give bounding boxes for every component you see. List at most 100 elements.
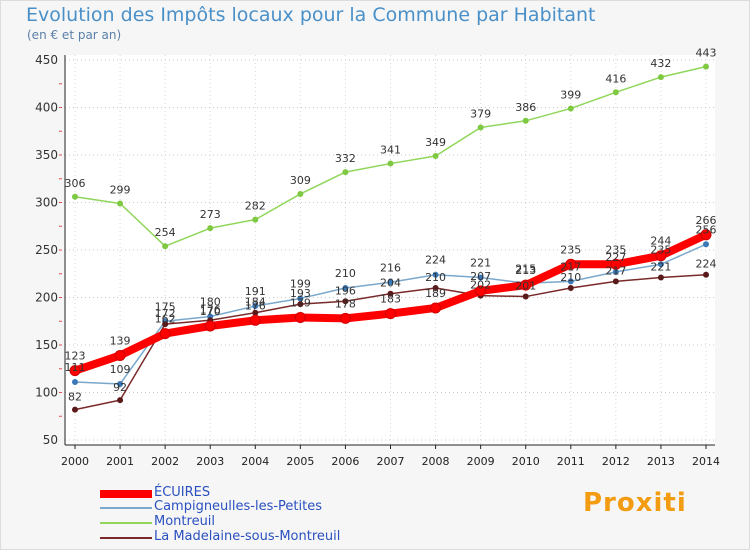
data-point-montreuil <box>612 89 619 96</box>
data-point-campigneulles-les-petites <box>432 271 439 278</box>
data-label-la-madelaine-sous-montreuil: 176 <box>200 303 221 316</box>
data-label-montreuil: 443 <box>696 47 717 60</box>
data-point-montreuil <box>477 124 484 131</box>
data-point-la-madelaine-sous-montreuil <box>612 278 619 285</box>
data-label-campigneulles-les-petites: 235 <box>650 243 671 256</box>
data-label--cuires: 178 <box>335 297 356 310</box>
data-point-la-madelaine-sous-montreuil <box>522 293 529 300</box>
data-point-montreuil <box>657 74 664 81</box>
y-tick-label: 400 <box>35 101 58 115</box>
data-label--cuires: 235 <box>605 243 626 256</box>
y-tick-label: 100 <box>35 386 58 400</box>
legend-label-ecuires: ÉCUIRES <box>154 485 211 500</box>
data-label-la-madelaine-sous-montreuil: 196 <box>335 284 356 297</box>
data-point-la-madelaine-sous-montreuil <box>387 290 394 297</box>
data-label-campigneulles-les-petites: 215 <box>515 262 536 275</box>
data-point-montreuil <box>117 200 124 207</box>
data-label-montreuil: 379 <box>470 107 491 120</box>
data-point--cuires <box>700 229 712 241</box>
data-label-campigneulles-les-petites: 216 <box>380 261 401 274</box>
data-label-montreuil: 282 <box>245 200 266 213</box>
data-point-campigneulles-les-petites <box>567 278 574 285</box>
data-label--cuires: 123 <box>65 350 86 363</box>
data-label--cuires: 213 <box>515 264 536 277</box>
data-label-la-madelaine-sous-montreuil: 210 <box>425 271 446 284</box>
x-tick-label: 2008 <box>422 455 450 468</box>
data-label-montreuil: 432 <box>650 57 671 70</box>
data-point-montreuil <box>252 216 259 223</box>
data-label-montreuil: 399 <box>560 88 581 101</box>
legend-swatch-montreuil <box>100 522 152 524</box>
data-point-campigneulles-les-petites <box>297 295 304 302</box>
legend-swatch-la-madelaine <box>100 537 152 539</box>
data-point-la-madelaine-sous-montreuil <box>432 285 439 291</box>
data-point--cuires <box>294 311 306 323</box>
legend-label-campigneulles: Campigneulles-les-Petites <box>154 499 323 514</box>
x-tick-label: 2001 <box>106 455 134 468</box>
data-label-campigneulles-les-petites: 191 <box>245 285 266 298</box>
data-point-la-madelaine-sous-montreuil <box>703 271 709 278</box>
data-label-campigneulles-les-petites: 224 <box>425 254 446 267</box>
data-label-campigneulles-les-petites: 210 <box>335 267 356 280</box>
data-label-campigneulles-les-petites: 227 <box>605 251 626 264</box>
data-point--cuires <box>520 279 532 291</box>
data-point-montreuil <box>567 105 574 112</box>
data-label-montreuil: 386 <box>515 101 536 114</box>
data-label--cuires: 266 <box>696 214 717 227</box>
x-tick-label: 2014 <box>692 455 720 468</box>
data-point-campigneulles-les-petites <box>342 285 349 291</box>
x-tick-label: 2007 <box>377 455 405 468</box>
data-label-la-madelaine-sous-montreuil: 202 <box>470 279 491 292</box>
data-point-campigneulles-les-petites <box>657 261 664 268</box>
data-point--cuires <box>610 258 622 270</box>
data-label-la-madelaine-sous-montreuil: 82 <box>68 391 82 404</box>
x-tick-label: 2010 <box>512 455 540 468</box>
data-point-la-madelaine-sous-montreuil <box>342 298 349 305</box>
data-point--cuires <box>655 250 667 262</box>
data-point-la-madelaine-sous-montreuil <box>657 274 664 281</box>
x-tick-label: 2012 <box>602 455 630 468</box>
data-point--cuires <box>430 302 442 314</box>
data-point-montreuil <box>703 63 709 70</box>
data-label-montreuil: 416 <box>605 72 626 85</box>
data-label-campigneulles-les-petites: 199 <box>290 277 311 290</box>
data-point--cuires <box>475 285 487 297</box>
data-label-montreuil: 306 <box>65 177 86 190</box>
data-label--cuires: 244 <box>650 235 671 248</box>
data-point-campigneulles-les-petites <box>477 274 484 281</box>
data-label--cuires: 189 <box>425 287 446 300</box>
x-tick-label: 2005 <box>286 455 314 468</box>
data-point-campigneulles-les-petites <box>72 379 78 386</box>
data-point-montreuil <box>297 190 304 197</box>
data-point-la-madelaine-sous-montreuil <box>162 321 169 328</box>
data-point--cuires <box>69 365 81 377</box>
data-label-montreuil: 254 <box>155 226 176 239</box>
data-label-montreuil: 341 <box>380 144 401 157</box>
data-point--cuires <box>339 312 351 324</box>
y-tick-label: 450 <box>35 53 58 67</box>
data-point-campigneulles-les-petites <box>117 380 124 387</box>
y-tick-label: 50 <box>43 433 58 447</box>
data-label-campigneulles-les-petites: 109 <box>110 363 131 376</box>
data-point--cuires <box>565 258 577 270</box>
data-label-la-madelaine-sous-montreuil: 224 <box>696 258 717 271</box>
y-tick-label: 300 <box>35 196 58 210</box>
data-point-montreuil <box>522 117 529 124</box>
data-label-campigneulles-les-petites: 256 <box>696 223 717 236</box>
data-point-la-madelaine-sous-montreuil <box>297 301 304 308</box>
data-point--cuires <box>204 320 216 332</box>
data-label-campigneulles-les-petites: 175 <box>155 300 176 313</box>
legend-swatch-campigneulles <box>100 507 152 509</box>
y-tick-label: 350 <box>35 148 58 162</box>
data-label--cuires: 170 <box>200 305 221 318</box>
data-point--cuires <box>159 328 171 340</box>
data-label--cuires: 207 <box>470 270 491 283</box>
data-point-la-madelaine-sous-montreuil <box>72 406 78 413</box>
data-label-campigneulles-les-petites: 217 <box>560 260 581 273</box>
data-label-la-madelaine-sous-montreuil: 172 <box>155 307 176 320</box>
y-tick-label: 250 <box>35 243 58 257</box>
x-tick-label: 2013 <box>647 455 675 468</box>
x-tick-label: 2004 <box>241 455 269 468</box>
data-point-montreuil <box>72 193 78 200</box>
data-label-la-madelaine-sous-montreuil: 210 <box>560 271 581 284</box>
